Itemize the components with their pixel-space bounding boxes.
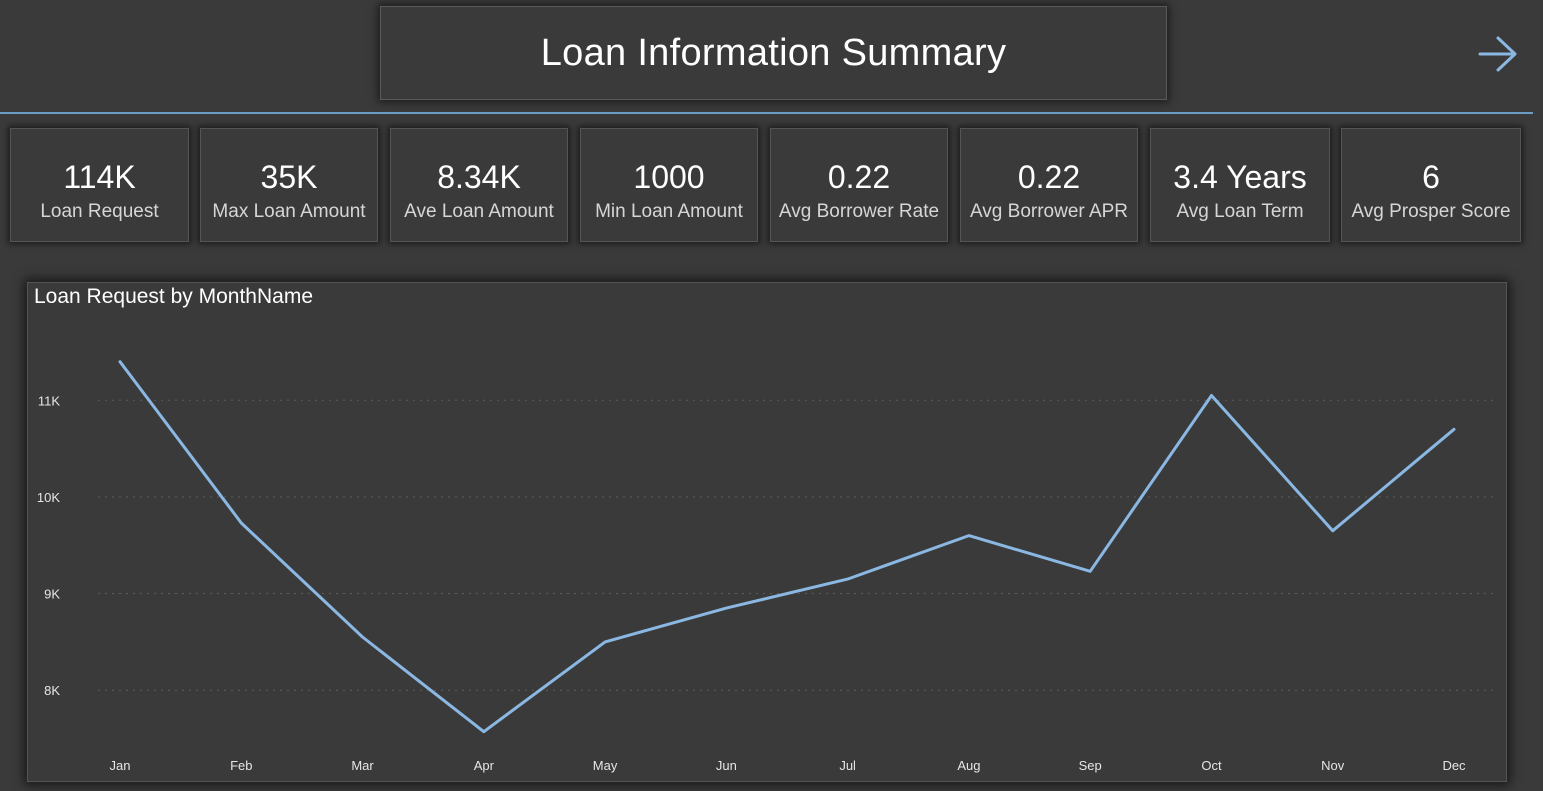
header-divider — [0, 112, 1533, 114]
card-ave-loan-amount: 8.34K Ave Loan Amount — [390, 128, 568, 242]
data-point-mar[interactable] — [357, 631, 369, 643]
card-value: 6 — [1422, 159, 1440, 195]
y-tick-label: 10K — [37, 490, 60, 505]
card-value: 0.22 — [1017, 159, 1081, 195]
card-label: Loan Request — [40, 201, 159, 222]
line-chart-panel[interactable]: Loan Request by MonthName 8K 9K 10K 11K Jan… — [27, 282, 1507, 782]
data-point-jun[interactable] — [720, 602, 732, 614]
card-label: Avg Borrower Rate — [778, 201, 940, 222]
card-max-loan-amount: 35K Max Loan Amount — [200, 128, 378, 242]
card-loan-request: 114K Loan Request — [10, 128, 189, 242]
y-axis: 8K 9K 10K 11K — [37, 393, 60, 698]
data-point-aug[interactable] — [963, 530, 975, 542]
title-box: Loan Information Summary — [380, 6, 1167, 100]
y-tick-label: 8K — [44, 683, 60, 698]
data-points[interactable] — [114, 356, 1460, 738]
page-title: Loan Information Summary — [540, 31, 1007, 74]
card-min-loan-amount: 1000 Min Loan Amount — [580, 128, 758, 242]
x-tick-label: Sep — [1079, 758, 1102, 773]
data-point-oct[interactable] — [1205, 389, 1217, 401]
card-label: Avg Borrower APR — [969, 201, 1129, 222]
card-value: 8.34K — [437, 159, 521, 195]
x-tick-label: Feb — [230, 758, 252, 773]
line-chart[interactable]: 8K 9K 10K 11K Jan Feb Mar Apr May Jun Jul Aug Sep Oc… — [28, 283, 1506, 781]
card-value: 3.4 Years — [1173, 159, 1307, 195]
card-label: Ave Loan Amount — [404, 201, 554, 222]
card-avg-borrower-apr: 0.22 Avg Borrower APR — [960, 128, 1138, 242]
card-value: 0.22 — [827, 159, 891, 195]
gridlines — [98, 399, 1498, 691]
data-point-nov[interactable] — [1327, 525, 1339, 537]
y-tick-label: 9K — [44, 587, 60, 602]
x-tick-label: Jul — [839, 758, 856, 773]
series-line-loan-request[interactable] — [118, 360, 1456, 734]
x-tick-label: Aug — [957, 758, 980, 773]
chart-title: Loan Request by MonthName — [34, 285, 313, 308]
data-point-may[interactable] — [599, 636, 611, 648]
card-value: 114K — [63, 159, 136, 195]
arrow-right-icon — [1478, 36, 1517, 72]
x-tick-label: Jan — [110, 758, 131, 773]
card-label: Max Loan Amount — [212, 201, 366, 222]
card-value: 35K — [260, 159, 318, 195]
x-tick-label: Apr — [474, 758, 495, 773]
card-label: Min Loan Amount — [595, 201, 743, 222]
card-avg-loan-term: 3.4 Years Avg Loan Term — [1150, 128, 1330, 242]
next-page-button[interactable] — [1476, 32, 1520, 76]
x-tick-label: Mar — [351, 758, 374, 773]
x-axis: Jan Feb Mar Apr May Jun Jul Aug Sep Oct Nov Dec — [110, 758, 1467, 773]
x-tick-label: Nov — [1321, 758, 1345, 773]
card-label: Avg Prosper Score — [1351, 201, 1511, 222]
data-point-apr[interactable] — [478, 726, 490, 738]
card-label: Avg Loan Term — [1176, 201, 1304, 222]
x-tick-label: Oct — [1201, 758, 1222, 773]
card-avg-prosper-score: 6 Avg Prosper Score — [1341, 128, 1521, 242]
data-point-feb[interactable] — [235, 517, 247, 529]
x-tick-label: Dec — [1442, 758, 1466, 773]
y-tick-label: 11K — [38, 393, 60, 408]
data-point-jan[interactable] — [114, 356, 126, 368]
x-tick-label: Jun — [716, 758, 737, 773]
data-point-jul[interactable] — [842, 573, 854, 585]
card-value: 1000 — [633, 159, 705, 195]
x-tick-label: May — [593, 758, 618, 773]
data-point-dec[interactable] — [1448, 423, 1460, 435]
card-avg-borrower-rate: 0.22 Avg Borrower Rate — [770, 128, 948, 242]
data-point-sep[interactable] — [1084, 565, 1096, 577]
